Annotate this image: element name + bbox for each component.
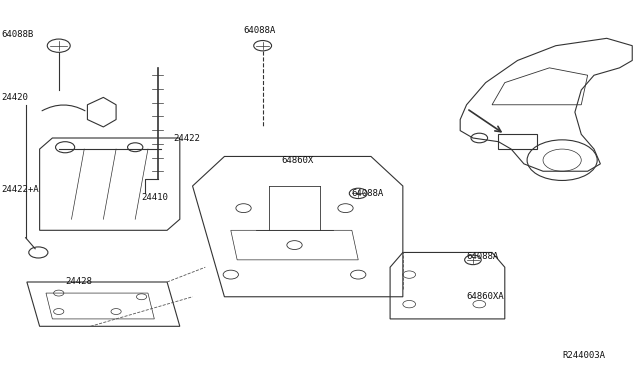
Text: 64088A: 64088A xyxy=(352,189,384,198)
Text: 64088B: 64088B xyxy=(1,30,34,39)
Text: 64860XA: 64860XA xyxy=(467,292,504,301)
Text: 64088A: 64088A xyxy=(467,251,499,261)
Text: 24420: 24420 xyxy=(1,93,28,102)
Bar xyxy=(499,134,537,149)
Text: 24422+A: 24422+A xyxy=(1,185,39,194)
Text: 64860X: 64860X xyxy=(282,155,314,165)
Text: R244003A: R244003A xyxy=(562,350,605,359)
Text: 24428: 24428 xyxy=(65,278,92,286)
Text: 24410: 24410 xyxy=(141,193,168,202)
Text: 24422: 24422 xyxy=(173,134,200,142)
Text: 64088A: 64088A xyxy=(244,26,276,35)
